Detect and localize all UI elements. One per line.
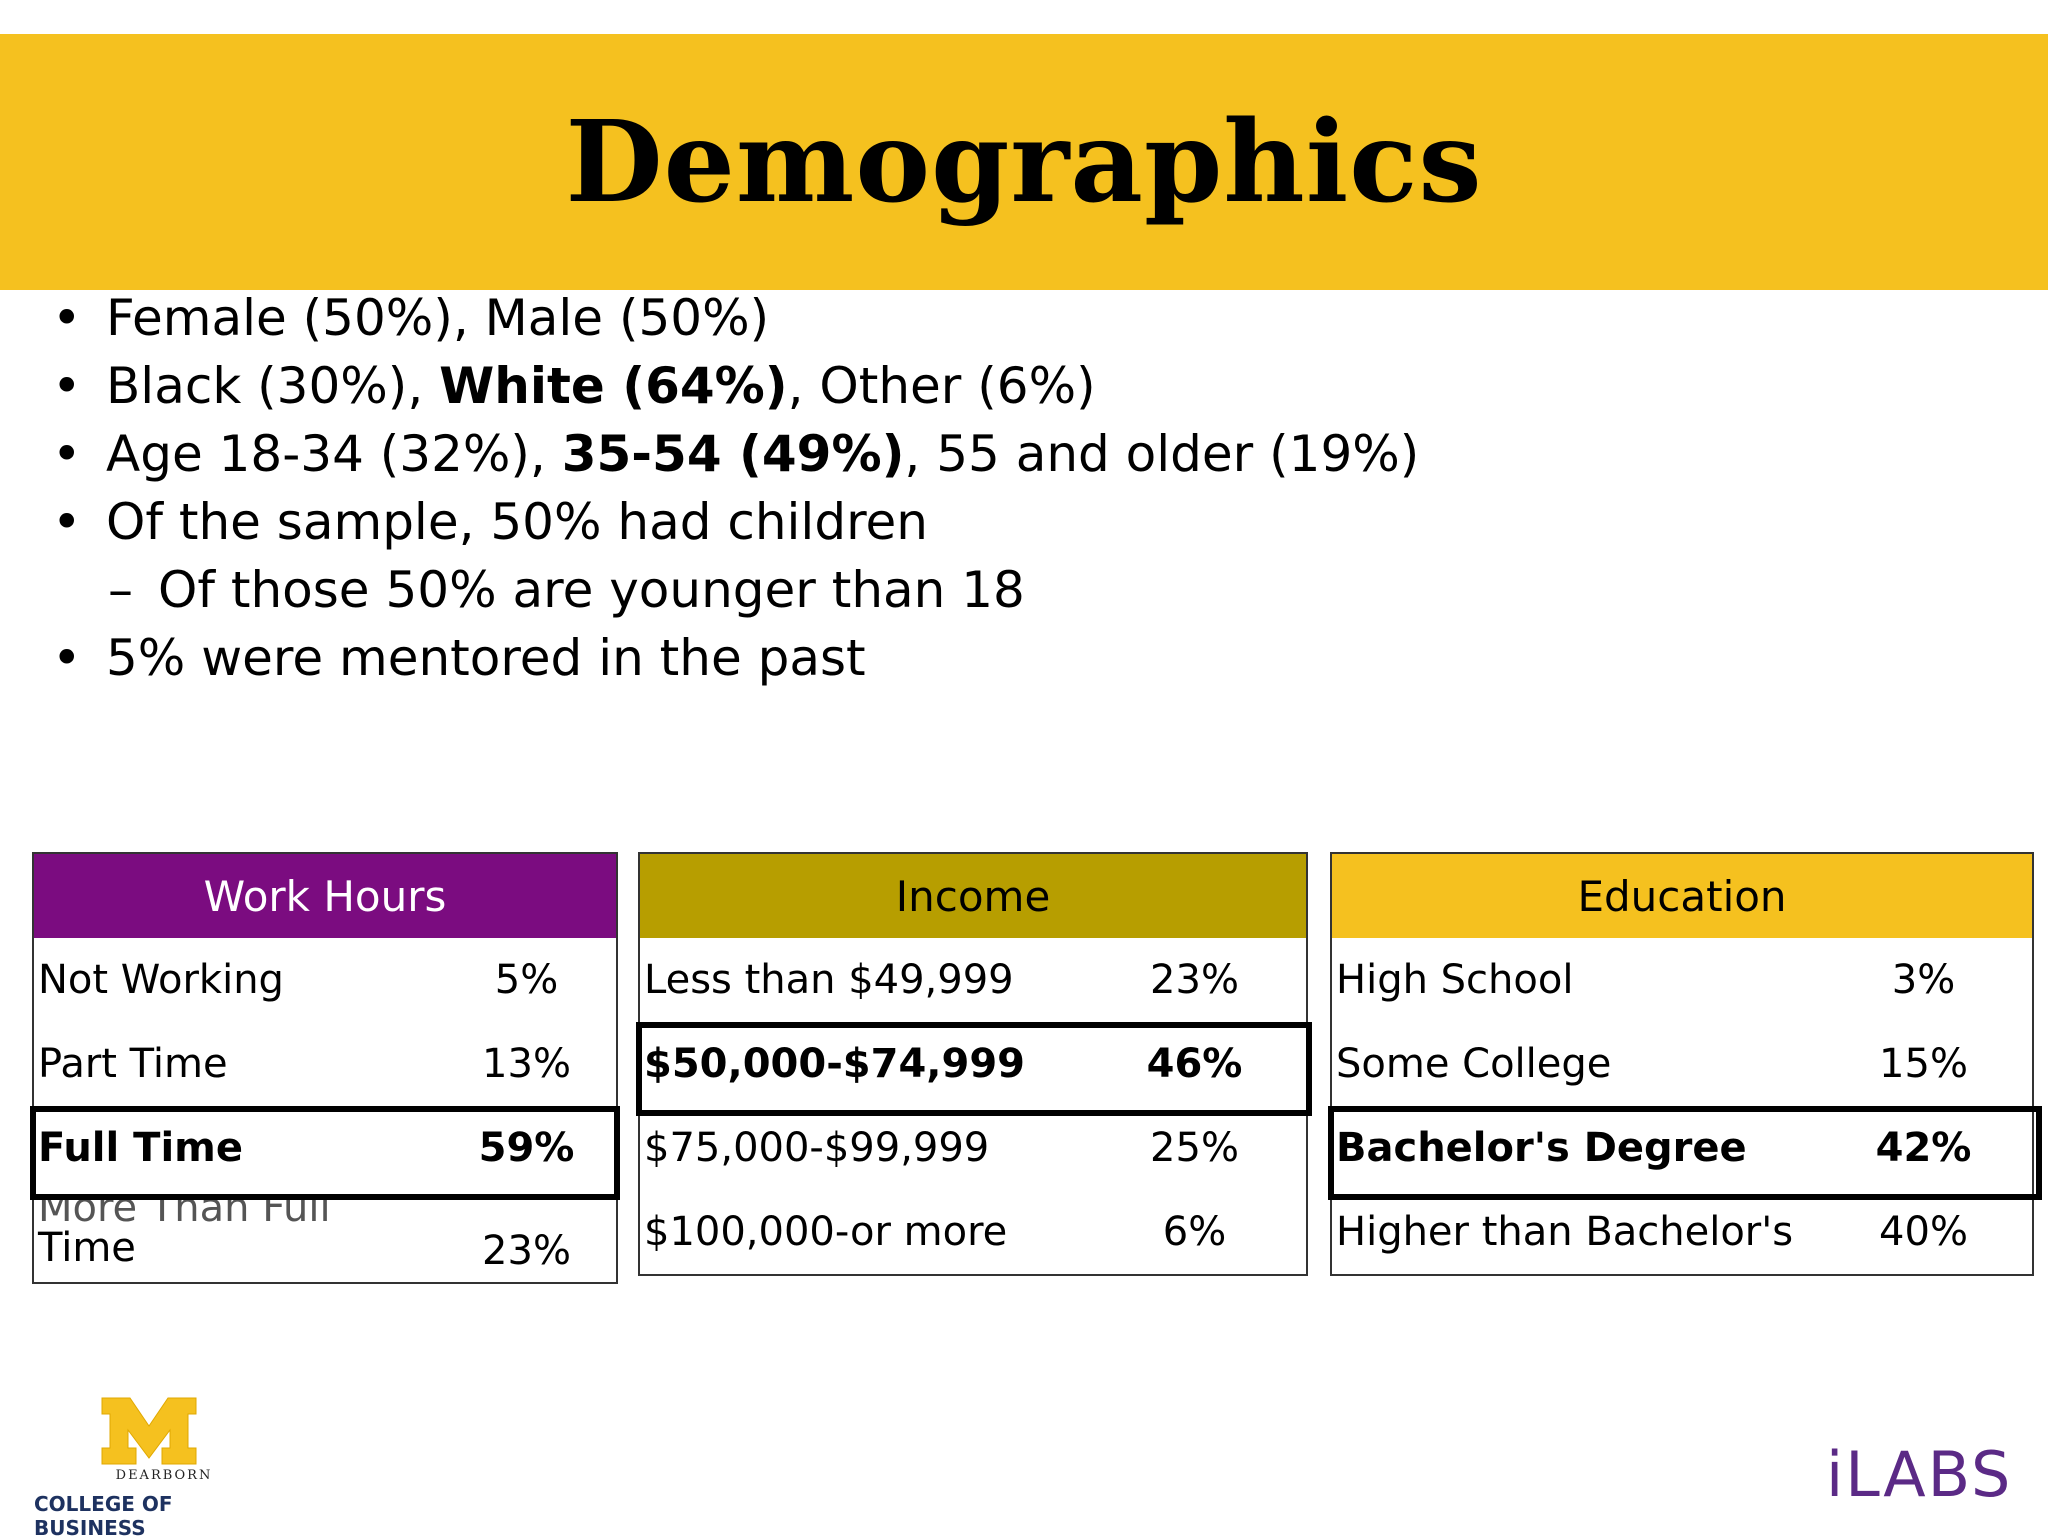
- children-text: Of the sample, 50% had children: [106, 493, 928, 551]
- bullet-children-sub: – Of those 50% are younger than 18: [44, 556, 1944, 624]
- ilabs-logo: iLABS: [1826, 1438, 2013, 1511]
- race-text-bold: White (64%): [439, 357, 788, 415]
- table-row: Not Working 5%: [32, 938, 619, 1022]
- income-table: Income Less than $49,999 23% $50,000-$74…: [637, 852, 1309, 1276]
- row-label: Higher than Bachelor's: [1330, 1190, 1851, 1276]
- row-value: 5%: [473, 938, 619, 1022]
- row-value: 23%: [473, 1190, 619, 1284]
- table-row: High School 3%: [1330, 938, 2035, 1022]
- table-row-highlighted: $50,000-$74,999 46%: [638, 1022, 1309, 1106]
- row-label: Some College: [1330, 1022, 1851, 1106]
- row-label: More Than Full Time: [32, 1185, 473, 1284]
- gender-text: Female (50%), Male (50%): [106, 289, 770, 347]
- mentored-text: 5% were mentored in the past: [106, 629, 866, 687]
- bullet-dot: •: [52, 425, 82, 483]
- row-label: High School: [1330, 938, 1851, 1022]
- age-text-bold: 35-54 (49%): [561, 425, 905, 483]
- row-label: $50,000-$74,999: [638, 1022, 1119, 1106]
- bullet-dot: •: [52, 357, 82, 415]
- row-value: 25%: [1119, 1106, 1309, 1190]
- sub-bullet-dash: –: [108, 561, 133, 619]
- row-label: Full Time: [32, 1106, 473, 1190]
- row-label: $75,000-$99,999: [638, 1106, 1119, 1190]
- bullet-gender: • Female (50%), Male (50%): [44, 284, 1944, 352]
- umich-dearborn-logo: DEARBORN COLLEGE OF BUSINESS: [34, 1396, 264, 1540]
- row-value: 13%: [473, 1022, 619, 1106]
- table-row: Some College 15%: [1330, 1022, 2035, 1106]
- education-header: Education: [1329, 852, 2035, 938]
- bullet-age: • Age 18-34 (32%), 35-54 (49%), 55 and o…: [44, 420, 1944, 488]
- table-row: Higher than Bachelor's 40%: [1330, 1190, 2035, 1276]
- row-value: 42%: [1851, 1106, 2035, 1190]
- row-value: 15%: [1851, 1022, 2035, 1106]
- row-label-line2: Time: [38, 1225, 136, 1271]
- table-row: Part Time 13%: [32, 1022, 619, 1106]
- age-text-post: , 55 and older (19%): [904, 425, 1420, 483]
- row-value: 59%: [473, 1106, 619, 1190]
- table-row-highlighted: Full Time 59%: [32, 1106, 619, 1190]
- row-value: 46%: [1119, 1022, 1309, 1106]
- logo-college-text: COLLEGE OF BUSINESS: [34, 1492, 173, 1540]
- row-value: 3%: [1851, 938, 2035, 1022]
- row-value: 6%: [1119, 1190, 1309, 1276]
- race-text-pre: Black (30%),: [106, 357, 440, 415]
- bullet-race: • Black (30%), White (64%), Other (6%): [44, 352, 1944, 420]
- education-table: Education High School 3% Some College 15…: [1329, 852, 2035, 1276]
- row-label: Less than $49,999: [638, 938, 1119, 1022]
- title-banner: Demographics: [0, 34, 2048, 290]
- row-label: Not Working: [32, 938, 473, 1022]
- page-title: Demographics: [565, 96, 1483, 228]
- block-m-icon: [101, 1397, 197, 1465]
- bullet-list: • Female (50%), Male (50%) • Black (30%)…: [44, 284, 1944, 692]
- children-sub-text: Of those 50% are younger than 18: [158, 561, 1025, 619]
- bullet-dot: •: [52, 289, 82, 347]
- bullet-dot: •: [52, 493, 82, 551]
- logo-dearborn-text: DEARBORN: [115, 1468, 213, 1483]
- table-row: Less than $49,999 23%: [638, 938, 1309, 1022]
- table-row: $75,000-$99,999 25%: [638, 1106, 1309, 1190]
- race-text-post: , Other (6%): [787, 357, 1096, 415]
- income-header: Income: [637, 852, 1309, 938]
- row-label: Part Time: [32, 1022, 473, 1106]
- bullet-children: • Of the sample, 50% had children: [44, 488, 1944, 556]
- table-row: $100,000-or more 6%: [638, 1190, 1309, 1276]
- age-text-pre: Age 18-34 (32%),: [106, 425, 562, 483]
- row-value: 40%: [1851, 1190, 2035, 1276]
- work-hours-table: Work Hours Not Working 5% Part Time 13% …: [31, 852, 619, 1284]
- row-label: Bachelor's Degree: [1330, 1106, 1851, 1190]
- row-value: 23%: [1119, 938, 1309, 1022]
- table-row: More Than Full Time 23%: [32, 1185, 619, 1284]
- bullet-mentored: • 5% were mentored in the past: [44, 624, 1944, 692]
- work-hours-header: Work Hours: [31, 852, 619, 938]
- row-label: $100,000-or more: [638, 1190, 1119, 1276]
- row-label-line1: More Than Full: [38, 1185, 331, 1231]
- bullet-dot: •: [52, 629, 82, 687]
- table-row-highlighted: Bachelor's Degree 42%: [1330, 1106, 2035, 1190]
